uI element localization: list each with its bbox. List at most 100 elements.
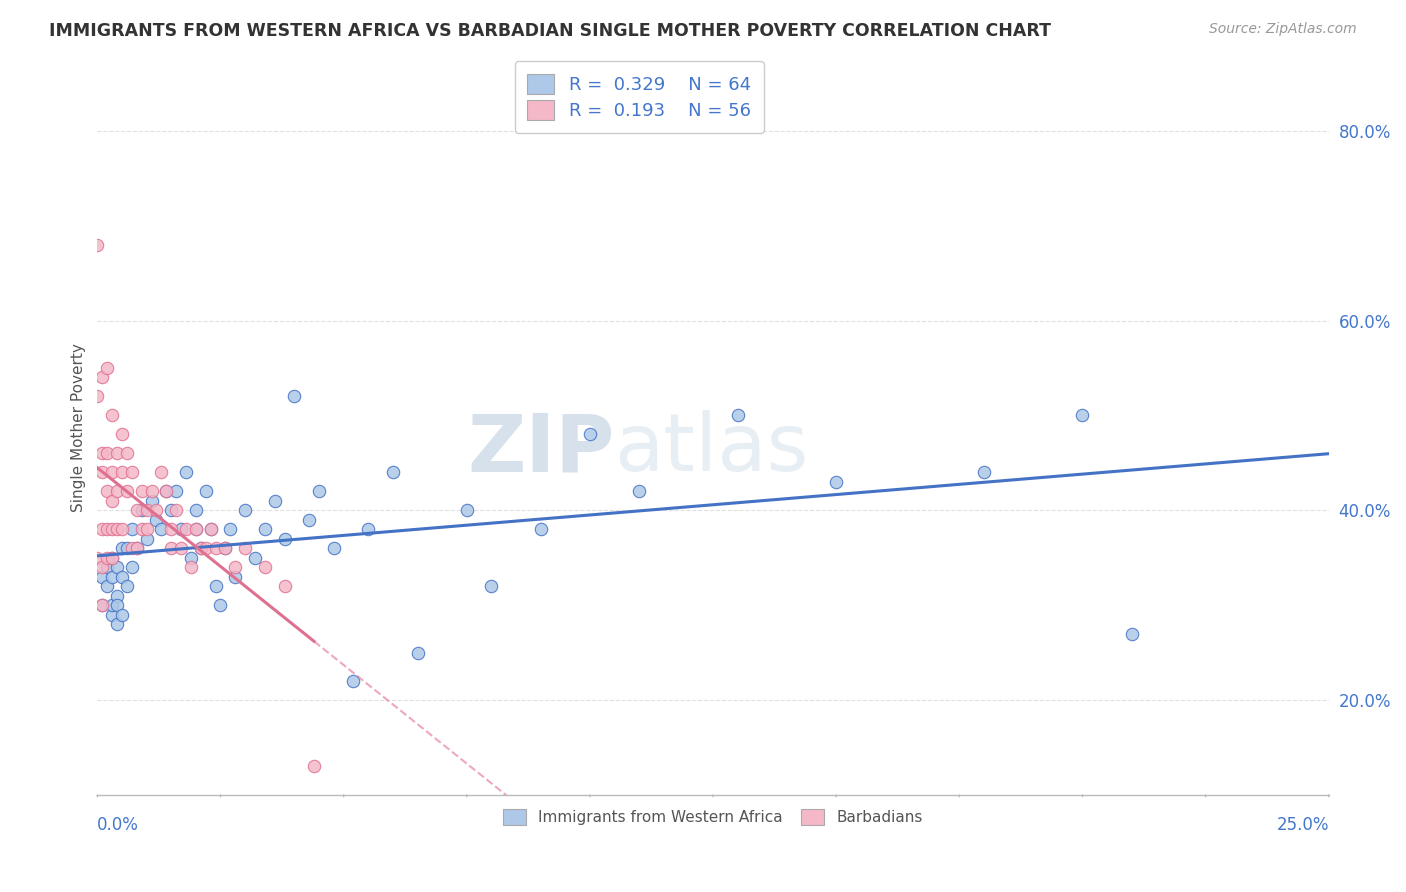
Point (170, 522, 193, 536)
Point (111, 541, 134, 556)
Point (135, 522, 157, 536)
Point (96, 550, 118, 565)
Point (101, 550, 124, 565)
Legend: Immigrants from Western Africa, Barbadians: Immigrants from Western Africa, Barbadia… (498, 803, 929, 831)
Point (180, 560, 202, 574)
Point (91, 560, 114, 574)
Point (184, 503, 207, 517)
Point (121, 466, 143, 480)
Point (101, 493, 124, 508)
Point (111, 427, 134, 442)
Point (342, 674, 364, 689)
Point (105, 589, 128, 603)
Point (273, 532, 295, 546)
Point (298, 513, 321, 527)
Point (111, 466, 134, 480)
Point (131, 503, 153, 517)
Point (194, 484, 217, 499)
Point (131, 522, 153, 536)
Point (96, 560, 118, 574)
Point (406, 646, 429, 660)
Point (150, 522, 173, 536)
Point (115, 579, 138, 593)
Text: 0.0%: 0.0% (97, 816, 139, 834)
Point (150, 466, 173, 480)
Point (101, 598, 124, 612)
Point (101, 550, 124, 565)
Point (308, 484, 330, 499)
Point (190, 541, 212, 556)
Point (125, 541, 148, 556)
Point (190, 541, 212, 556)
Point (101, 607, 124, 622)
Text: ZIP: ZIP (467, 410, 614, 488)
Point (253, 522, 276, 536)
Point (224, 560, 246, 574)
Text: atlas: atlas (614, 410, 808, 488)
Point (160, 541, 183, 556)
Point (141, 484, 163, 499)
Point (96, 446, 118, 460)
Point (381, 466, 404, 480)
Point (174, 522, 197, 536)
Point (91, 446, 114, 460)
Point (456, 503, 478, 517)
Point (96, 484, 118, 499)
Point (86, 237, 108, 252)
Point (233, 503, 256, 517)
Point (115, 446, 138, 460)
Point (184, 522, 207, 536)
Point (141, 493, 163, 508)
Point (283, 389, 305, 403)
Point (86, 550, 108, 565)
Point (204, 579, 226, 593)
Point (481, 579, 503, 593)
Point (219, 522, 242, 536)
Point (131, 484, 153, 499)
Y-axis label: Single Mother Poverty: Single Mother Poverty (72, 343, 86, 512)
Point (101, 409, 124, 423)
Point (184, 522, 207, 536)
Point (111, 607, 134, 622)
Point (233, 541, 256, 556)
Point (180, 550, 202, 565)
Point (322, 541, 344, 556)
Point (1121, 626, 1143, 640)
Point (194, 541, 217, 556)
Point (165, 503, 187, 517)
Point (727, 409, 749, 423)
Point (96, 522, 118, 536)
Point (263, 493, 285, 508)
Point (96, 579, 118, 593)
Point (628, 484, 651, 499)
Point (973, 466, 995, 480)
Point (101, 466, 124, 480)
Point (160, 503, 183, 517)
Point (91, 570, 114, 584)
Point (91, 370, 114, 384)
Point (121, 541, 143, 556)
Point (145, 503, 167, 517)
Point (357, 522, 380, 536)
Point (204, 541, 226, 556)
Point (105, 522, 128, 536)
Point (200, 522, 222, 536)
Point (111, 570, 134, 584)
Point (209, 598, 232, 612)
Point (273, 579, 295, 593)
Point (105, 446, 128, 460)
Point (174, 466, 197, 480)
Point (200, 522, 222, 536)
Point (105, 560, 128, 574)
Point (135, 503, 157, 517)
Point (91, 598, 114, 612)
Point (101, 570, 124, 584)
Point (160, 522, 183, 536)
Point (214, 541, 236, 556)
Point (115, 484, 138, 499)
Point (825, 475, 848, 489)
Point (224, 570, 246, 584)
Point (214, 541, 236, 556)
Point (165, 484, 187, 499)
Point (135, 532, 157, 546)
